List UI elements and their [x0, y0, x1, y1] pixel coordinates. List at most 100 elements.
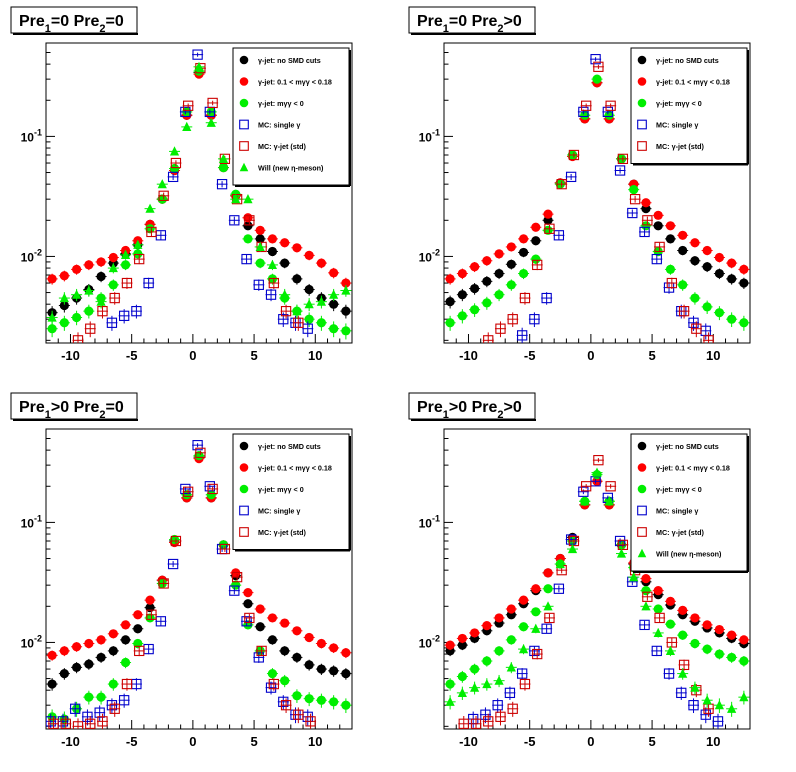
data-point	[255, 225, 265, 235]
legend-marker	[239, 141, 249, 151]
data-point	[532, 648, 543, 660]
data-point	[316, 638, 326, 649]
data-point	[702, 245, 712, 256]
data-point	[642, 591, 653, 602]
x-tick-label: 0	[189, 734, 196, 749]
data-point	[280, 306, 292, 317]
data-point	[690, 256, 700, 266]
data-point	[494, 290, 504, 300]
data-point	[556, 179, 567, 190]
data-point	[145, 224, 155, 234]
x-tick-label: -5	[126, 734, 138, 749]
data-point	[292, 306, 302, 316]
data-point	[265, 682, 277, 693]
data-point	[492, 700, 503, 711]
data-point	[543, 225, 553, 235]
data-point	[714, 308, 724, 318]
data-point	[629, 572, 639, 582]
x-tick-label: 0	[587, 348, 594, 363]
data-point	[727, 258, 737, 268]
data-point	[134, 253, 145, 265]
data-point	[82, 711, 93, 722]
data-point	[48, 718, 59, 729]
data-point	[651, 645, 662, 657]
legend-entry: γ-jet: mγγ < 0	[258, 99, 304, 108]
data-point	[120, 260, 131, 270]
data-point	[457, 671, 467, 682]
data-point	[739, 692, 749, 702]
data-point	[155, 616, 167, 627]
data-point	[167, 171, 179, 183]
data-point	[70, 703, 81, 714]
data-point	[531, 254, 541, 264]
data-point	[244, 215, 255, 226]
data-point	[60, 718, 71, 729]
data-point	[702, 302, 712, 312]
data-point	[106, 700, 118, 711]
data-point	[84, 638, 94, 649]
data-point	[180, 483, 191, 495]
data-point	[293, 709, 304, 720]
data-point	[641, 586, 651, 596]
data-point	[146, 609, 157, 620]
legend-entry: γ-jet: 0.1 < mγγ < 0.18	[258, 464, 332, 473]
data-point	[96, 257, 106, 267]
legend-marker	[637, 505, 647, 516]
data-point	[676, 687, 687, 699]
data-point	[604, 110, 614, 120]
data-point	[578, 106, 589, 118]
legend-entry: MC: γ-jet (std)	[258, 142, 307, 151]
data-point	[119, 695, 130, 706]
data-point	[121, 277, 133, 289]
data-point	[72, 335, 84, 343]
legend-marker	[637, 98, 647, 108]
data-point	[482, 656, 492, 666]
data-point	[244, 612, 255, 624]
data-point	[531, 222, 541, 232]
data-point	[617, 153, 629, 165]
data-point	[506, 635, 516, 645]
data-point	[653, 210, 663, 220]
data-point	[678, 605, 688, 615]
data-point	[157, 179, 167, 189]
series-points	[46, 61, 352, 326]
data-point	[255, 604, 265, 614]
data-point	[506, 604, 516, 614]
data-point	[665, 221, 676, 231]
data-point	[470, 283, 480, 294]
legend-marker	[637, 441, 647, 451]
legend-marker	[239, 162, 249, 172]
data-point	[665, 234, 676, 244]
data-point	[267, 234, 278, 244]
data-point	[229, 215, 240, 226]
data-points	[444, 54, 750, 343]
data-point	[231, 571, 243, 583]
data-point	[568, 149, 580, 161]
legend-marker	[637, 119, 647, 130]
data-point	[543, 601, 553, 611]
data-point	[47, 312, 57, 322]
data-point	[268, 277, 279, 289]
data-point	[690, 238, 700, 248]
data-point	[504, 687, 516, 699]
data-point	[470, 682, 480, 692]
data-point	[702, 695, 712, 705]
legend-box	[232, 47, 350, 186]
data-point	[292, 626, 302, 636]
data-point	[304, 250, 314, 260]
panel-title: Pre1=0 Pre2=0	[19, 13, 124, 35]
data-point	[329, 697, 339, 707]
data-point	[702, 262, 712, 272]
panel-title: Pre1>0 Pre2>0	[417, 399, 522, 421]
data-point	[494, 249, 504, 259]
legend-marker	[239, 463, 249, 472]
data-point	[555, 558, 565, 569]
data-point	[316, 695, 326, 705]
data-point	[494, 646, 504, 656]
data-point	[702, 620, 712, 630]
data-point	[231, 194, 241, 204]
legend-box	[630, 433, 748, 572]
data-point	[108, 646, 118, 656]
